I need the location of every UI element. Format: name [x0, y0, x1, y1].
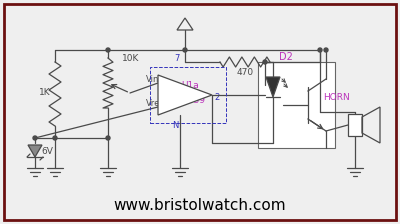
- Text: 1K: 1K: [39, 88, 51, 97]
- Text: 2: 2: [214, 93, 219, 101]
- Text: 7: 7: [174, 54, 180, 62]
- Circle shape: [263, 60, 267, 64]
- Circle shape: [183, 48, 187, 52]
- Circle shape: [106, 48, 110, 52]
- Circle shape: [106, 136, 110, 140]
- Text: 6V: 6V: [41, 146, 53, 155]
- Text: N: N: [172, 121, 178, 129]
- Text: LM339: LM339: [175, 95, 205, 105]
- Text: 10K: 10K: [122, 54, 139, 62]
- Text: Vref: Vref: [146, 99, 163, 108]
- Circle shape: [53, 136, 57, 140]
- Text: U1a: U1a: [181, 80, 199, 90]
- Polygon shape: [266, 77, 280, 97]
- Text: 5: 5: [159, 105, 165, 114]
- Bar: [258, 62, 335, 148]
- Polygon shape: [28, 145, 42, 157]
- Text: D2: D2: [279, 52, 293, 62]
- Text: HORN: HORN: [324, 93, 350, 101]
- Text: 4: 4: [159, 77, 165, 86]
- Circle shape: [33, 136, 37, 140]
- Text: www.bristolwatch.com: www.bristolwatch.com: [114, 198, 286, 213]
- Circle shape: [324, 48, 328, 52]
- Text: Vin: Vin: [146, 75, 159, 84]
- Circle shape: [318, 48, 322, 52]
- Polygon shape: [158, 75, 212, 115]
- Bar: [348, 114, 362, 136]
- Text: 470: 470: [236, 67, 254, 77]
